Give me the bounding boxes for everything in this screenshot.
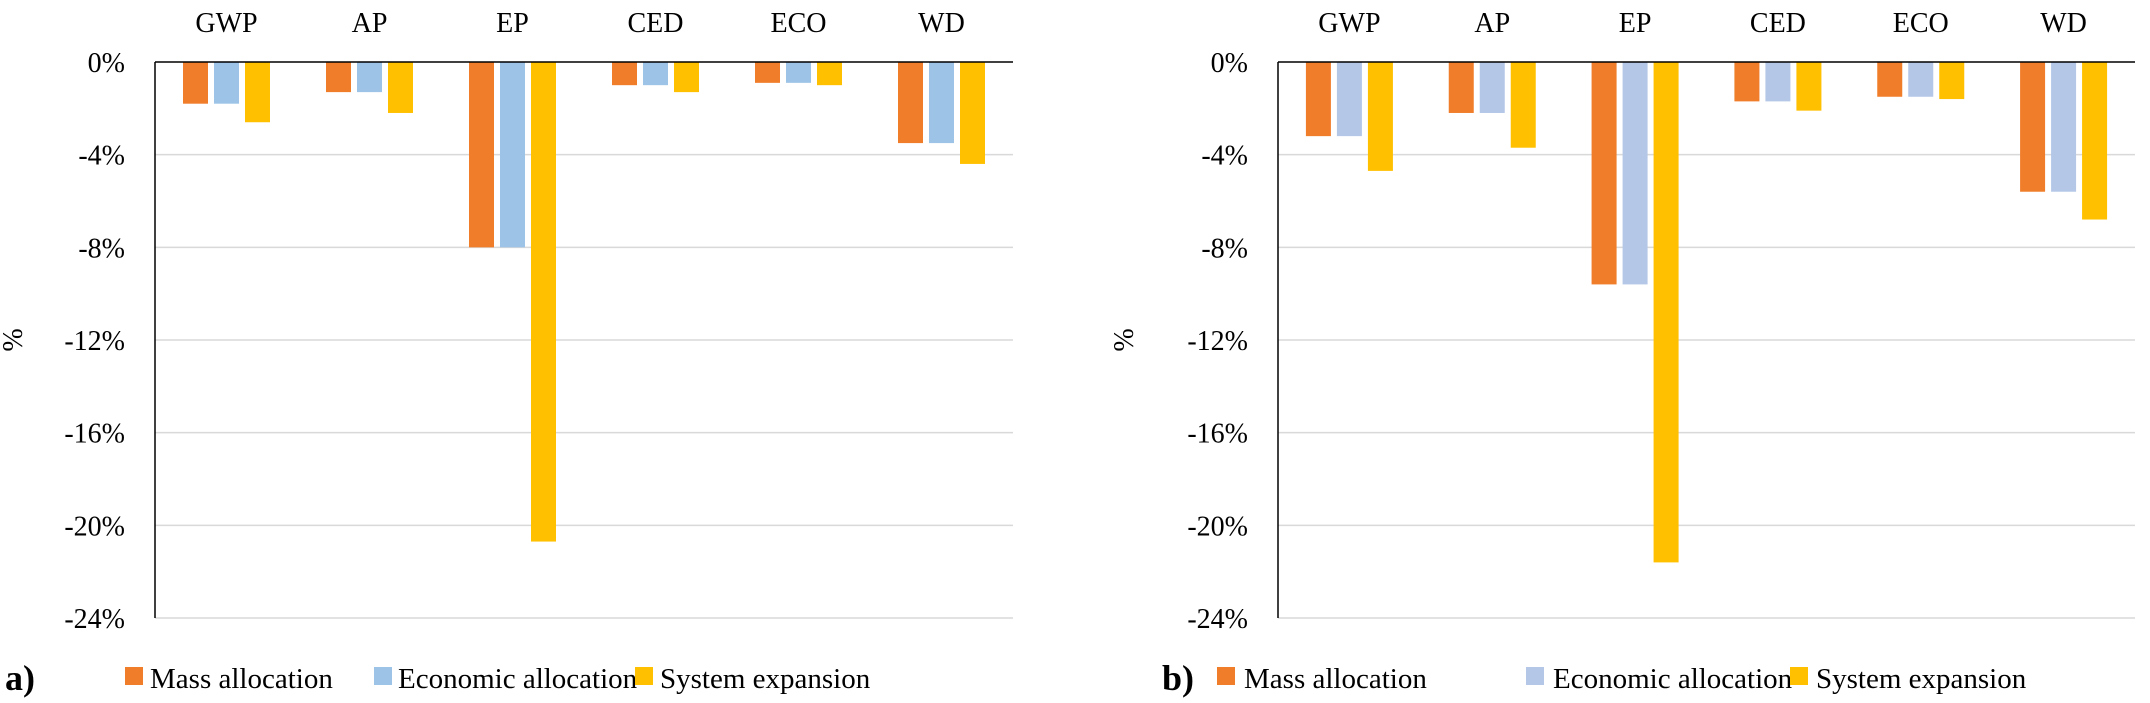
panel-b-label: b) [1162, 658, 1194, 698]
panel-b-bar-system-expansion [1796, 62, 1822, 111]
panel-a-category-label: EP [496, 8, 529, 39]
panel-b-bar-system-expansion [1510, 62, 1536, 148]
panel-a-bar-mass-allocation [755, 62, 780, 83]
panel-b-y-tick-label: -16% [1187, 419, 1248, 450]
panel-b-bar-mass-allocation [1305, 62, 1331, 137]
panel-b-legend-label: Mass allocation [1244, 663, 1427, 695]
panel-a-bar-mass-allocation [898, 62, 923, 144]
panel-a-y-tick-label: -20% [64, 511, 125, 542]
panel-a-y-tick-label: -16% [64, 419, 125, 450]
panel-b-category-label: AP [1474, 8, 1510, 39]
panel-a-category-label: GWP [195, 8, 257, 39]
panel-a-y-tick-label: -24% [64, 604, 125, 635]
panel-a-bar-economic-allocation [786, 62, 811, 83]
panel-b-legend-label: System expansion [1816, 663, 2027, 695]
panel-a-legend-label: Economic allocation [398, 663, 638, 695]
panel-b-category-label: GWP [1318, 8, 1380, 39]
panel-a-y-tick-label: -12% [64, 326, 125, 357]
panel-b-bar-mass-allocation [1448, 62, 1474, 113]
panel-b-bar-economic-allocation [1479, 62, 1505, 113]
panel-b-bar-mass-allocation [2020, 62, 2046, 192]
panel-a-category-label: WD [918, 8, 965, 39]
panel-a-bar-mass-allocation [183, 62, 208, 104]
panel-b-bar-mass-allocation [1877, 62, 1903, 97]
panel-a-bar-system-expansion [388, 62, 413, 113]
panel-a-bar-economic-allocation [929, 62, 954, 144]
panel-b-legend-swatch [1217, 667, 1235, 685]
panel-a-category-label: CED [628, 8, 684, 39]
panel-a-y-axis-title: % [0, 328, 29, 351]
panel-b-legend-label: Economic allocation [1553, 663, 1793, 695]
panel-a-bar-economic-allocation [357, 62, 382, 93]
panel-b-legend-swatch [1790, 667, 1808, 685]
panel-b-y-tick-label: -12% [1187, 326, 1248, 357]
panel-a-bar-system-expansion [245, 62, 270, 123]
panel-a-bar-mass-allocation [469, 62, 494, 248]
panel-a-bar-system-expansion [817, 62, 842, 86]
panel-b-category-label: ECO [1893, 8, 1949, 39]
panel-a-y-tick-label: -4% [78, 141, 125, 172]
panel-a-bar-system-expansion [960, 62, 985, 164]
panel-b-category-label: CED [1750, 8, 1806, 39]
panel-a-y-tick-label: 0% [88, 48, 125, 79]
panel-b-y-tick-label: -4% [1201, 141, 1248, 172]
panel-a-legend-swatch [374, 667, 392, 685]
panel-a-label: a) [5, 658, 35, 698]
panel-b-y-tick-label: -20% [1187, 511, 1248, 542]
panel-b-y-axis-title: % [1109, 328, 1140, 351]
panel-b-bar-mass-allocation [1591, 62, 1617, 285]
panel-b-bar-system-expansion [1367, 62, 1393, 171]
panel-a-category-label: ECO [771, 8, 827, 39]
panel-a-bar-mass-allocation [612, 62, 637, 86]
panel-b-y-tick-label: -8% [1201, 233, 1248, 264]
panel-b-y-tick-label: -24% [1187, 604, 1248, 635]
panel-b-legend-swatch [1526, 667, 1544, 685]
panel-b-category-label: EP [1619, 8, 1652, 39]
panel-a-bar-system-expansion [674, 62, 699, 93]
panel-a-category-label: AP [352, 8, 388, 39]
panel-a-bar-economic-allocation [643, 62, 668, 86]
panel-b-bar-economic-allocation [2051, 62, 2077, 192]
panel-a-legend-swatch [635, 667, 653, 685]
panel-b-bar-mass-allocation [1734, 62, 1760, 102]
panel-a-legend-swatch [125, 667, 143, 685]
panel-b-y-tick-label: 0% [1211, 48, 1248, 79]
panel-a-bar-economic-allocation [214, 62, 239, 104]
panel-b-bar-economic-allocation [1908, 62, 1934, 97]
panel-b-bar-system-expansion [1939, 62, 1965, 100]
panel-a-legend-label: Mass allocation [150, 663, 333, 695]
panel-b-bar-economic-allocation [1765, 62, 1791, 102]
panel-a-y-tick-label: -8% [78, 233, 125, 264]
panel-b-bar-system-expansion [2082, 62, 2108, 220]
panel-a-bar-mass-allocation [326, 62, 351, 93]
panel-a-bar-economic-allocation [500, 62, 525, 248]
panel-b-bar-system-expansion [1653, 62, 1679, 563]
panel-b-bar-economic-allocation [1622, 62, 1648, 285]
panel-a-bar-system-expansion [531, 62, 556, 542]
panel-b-category-label: WD [2040, 8, 2087, 39]
panel-b-bar-economic-allocation [1336, 62, 1362, 137]
panel-a-legend-label: System expansion [660, 663, 871, 695]
